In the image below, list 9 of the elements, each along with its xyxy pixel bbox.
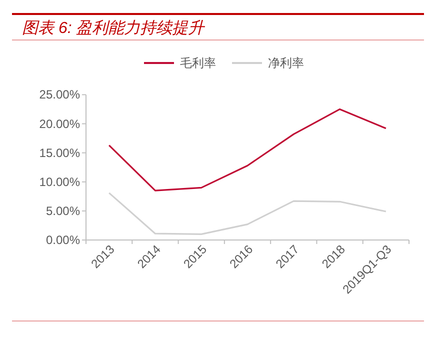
y-tick-label: 0.00% [46,233,80,247]
title: 图表 6: 盈利能力持续提升 [22,20,204,37]
y-tick-label: 10.00% [39,174,80,189]
y-tick-label: 20.00% [39,116,80,131]
legend-label: 净利率 [268,56,304,70]
legend-label: 毛利率 [180,56,216,70]
y-tick-label: 5.00% [46,204,80,218]
y-tick-label: 25.00% [39,88,80,102]
y-tick-label: 15.00% [39,146,80,160]
